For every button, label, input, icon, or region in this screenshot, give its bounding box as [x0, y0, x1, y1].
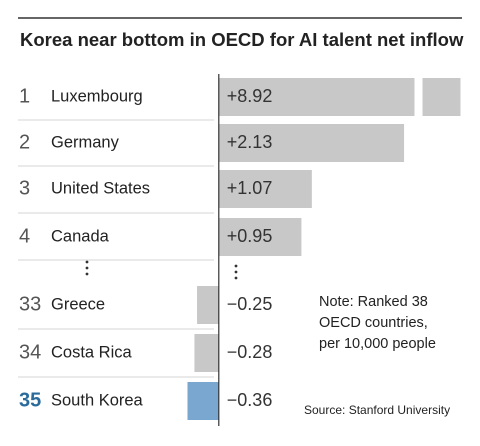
value-label: +8.92	[227, 86, 273, 106]
bar	[218, 124, 405, 162]
bar	[218, 78, 415, 116]
bar	[218, 170, 312, 208]
rank: 3	[19, 177, 30, 199]
rank: 1	[19, 85, 30, 107]
rank: 34	[19, 341, 41, 363]
chart-title: Korea near bottom in OECD for AI talent …	[20, 29, 464, 50]
bar	[218, 218, 302, 256]
bar	[187, 382, 219, 420]
source: Source: Stanford University	[304, 403, 450, 417]
value-label: +0.95	[227, 226, 273, 246]
note: OECD countries,	[319, 315, 428, 331]
note: per 10,000 people	[319, 336, 436, 352]
category-label: Canada	[51, 227, 110, 245]
category-label: United States	[51, 179, 150, 197]
note: Note: Ranked 38	[319, 294, 428, 310]
category-label: Greece	[51, 295, 105, 313]
rank: 35	[19, 389, 41, 411]
value-label: −0.36	[227, 390, 273, 410]
value-label: −0.25	[227, 294, 273, 314]
bar	[194, 334, 219, 372]
ellipsis	[85, 260, 238, 280]
bar-break-segment	[422, 78, 461, 116]
value-label: −0.28	[227, 342, 273, 362]
rank: 2	[19, 131, 30, 153]
category-label: Costa Rica	[51, 343, 133, 361]
category-label: Germany	[51, 133, 120, 151]
rank: 4	[19, 225, 30, 247]
category-label: Luxembourg	[51, 87, 143, 105]
category-label: South Korea	[51, 391, 144, 409]
rank: 33	[19, 293, 41, 315]
value-label: +2.13	[227, 132, 273, 152]
value-label: +1.07	[227, 178, 273, 198]
bar	[197, 286, 219, 324]
